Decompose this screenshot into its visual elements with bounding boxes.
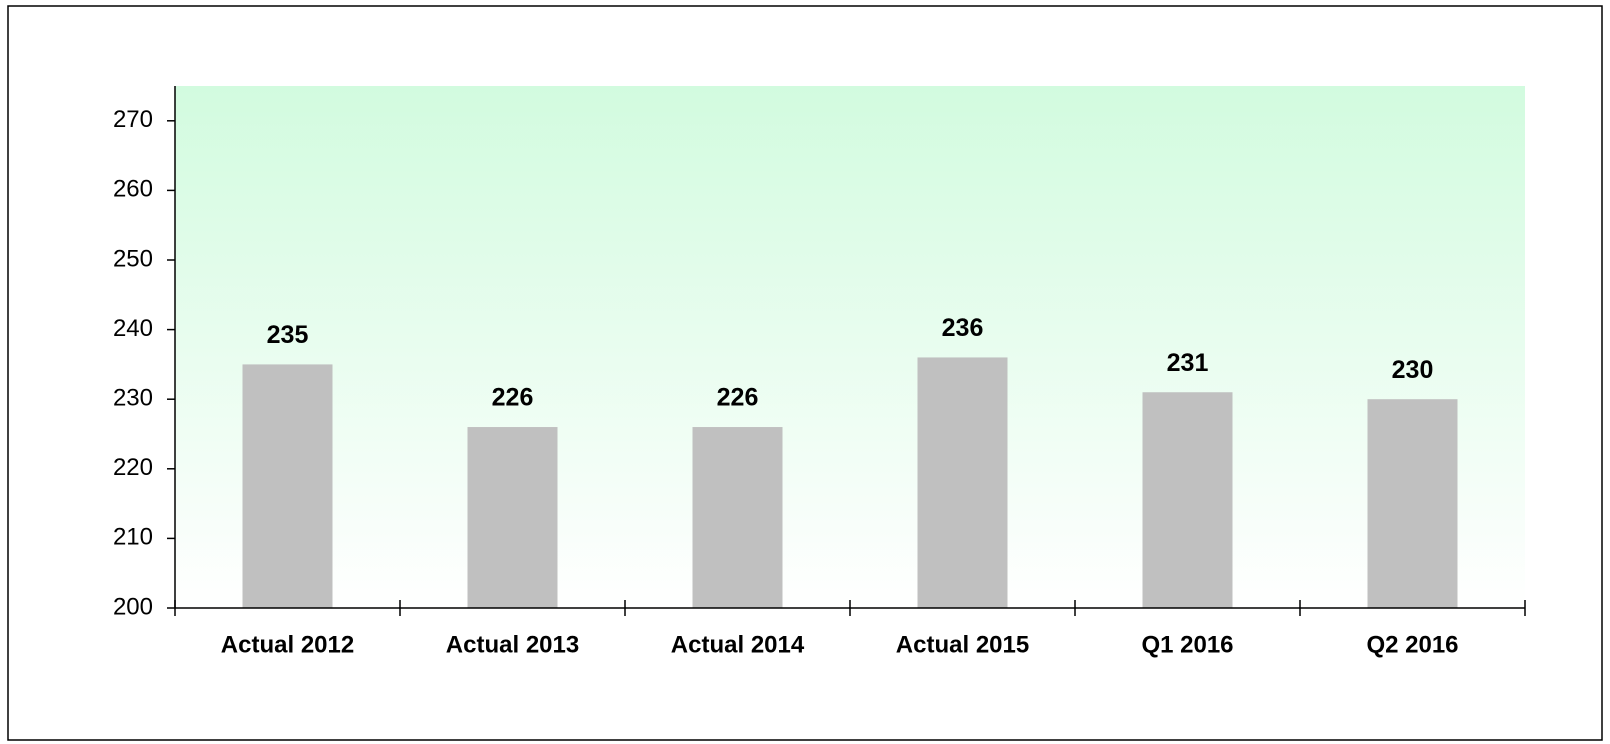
data-label: 230 [1392,356,1434,384]
y-tick-label: 270 [113,106,153,133]
bar [467,427,558,608]
y-tick-label: 220 [113,454,153,481]
y-tick-label: 260 [113,176,153,203]
y-tick-label: 240 [113,315,153,342]
x-tick-label: Actual 2015 [896,631,1029,658]
x-tick-label: Actual 2013 [446,631,579,658]
bar [1367,399,1458,608]
bar [1142,392,1233,608]
y-tick-label: 250 [113,245,153,272]
bar [692,427,783,608]
bar [917,357,1008,608]
data-label: 226 [717,384,759,412]
data-label: 226 [492,384,534,412]
y-tick-label: 210 [113,524,153,551]
bar [242,364,333,608]
x-tick-label: Actual 2012 [221,631,354,658]
plot-area [175,86,1525,608]
data-label: 231 [1167,349,1209,377]
y-tick-label: 230 [113,385,153,412]
x-tick-label: Q2 2016 [1366,631,1458,658]
data-label: 235 [267,321,309,349]
x-tick-label: Actual 2014 [671,631,805,658]
x-tick-label: Q1 2016 [1141,631,1233,658]
y-tick-label: 200 [113,593,153,620]
data-label: 236 [942,314,984,342]
